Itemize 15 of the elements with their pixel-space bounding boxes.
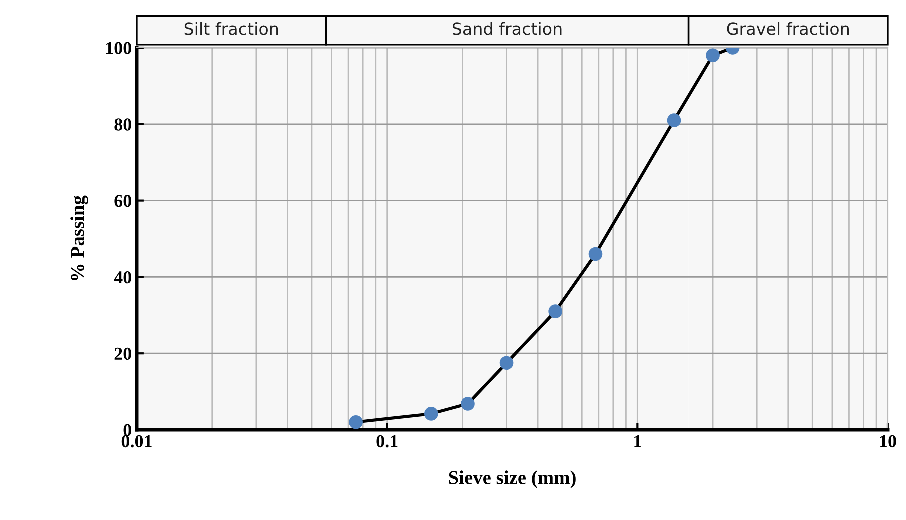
x-axis-title: Sieve size (mm) [449,470,576,488]
x-tick-label: 1 [634,435,642,448]
y-tick-label: 60 [114,195,132,208]
y-tick-label: 40 [114,271,132,284]
x-tick-label: 0.1 [376,435,398,448]
y-axis-title: % Passing [70,196,88,280]
x-tick-label: 0.01 [122,435,152,448]
y-tick-label: 20 [114,348,132,360]
y-tick-label: 100 [106,42,132,54]
band-label: Sand fraction [452,22,562,36]
y-tick-label: 80 [114,118,132,131]
x-tick-label: 10 [880,435,896,448]
y-tick-label: 0 [124,424,132,436]
band-label: Silt fraction [184,22,278,36]
band-label: Gravel fraction [727,22,849,36]
